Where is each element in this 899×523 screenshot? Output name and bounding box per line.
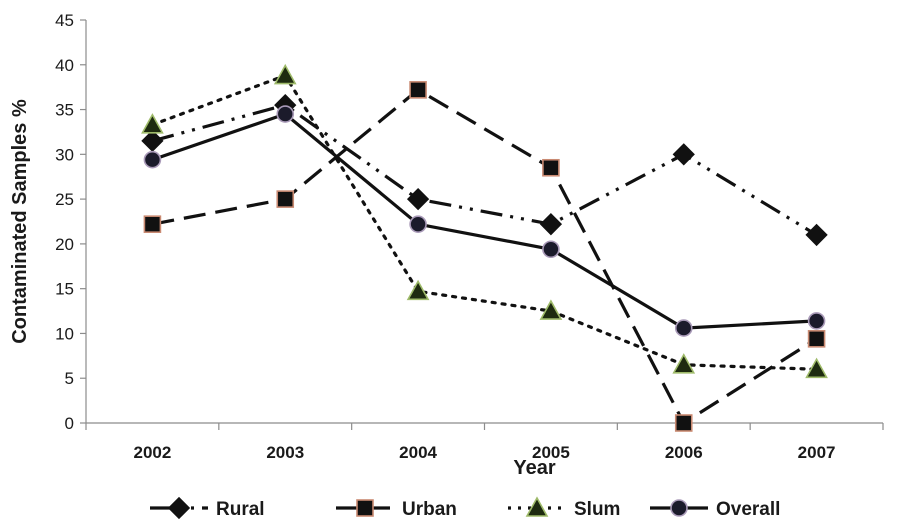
- data-point-urban: [542, 158, 560, 177]
- series-lines: [150, 73, 819, 426]
- legend-item-urban: Urban: [336, 499, 457, 520]
- x-tick-label: 2004: [399, 443, 437, 462]
- data-point-rural: [141, 129, 164, 153]
- data-point-overall: [143, 150, 162, 169]
- legend-marker-urban: [356, 499, 374, 517]
- x-tick-label: 2007: [798, 443, 836, 462]
- data-point-rural: [672, 143, 695, 166]
- legend: Rural Urban Slum Overall: [150, 496, 780, 520]
- data-point-overall: [542, 240, 560, 259]
- x-tick-label: 2005: [532, 443, 570, 462]
- legend-label-overall: Overall: [716, 499, 780, 520]
- y-tick-label: 15: [55, 280, 74, 299]
- y-tick-label: 35: [55, 101, 74, 120]
- data-point-slum: [805, 357, 828, 379]
- legend-item-overall: Overall: [650, 499, 780, 520]
- data-point-urban: [674, 414, 693, 432]
- data-point-slum: [672, 353, 696, 374]
- x-tick-label: 2003: [266, 443, 304, 462]
- y-tick-label: 45: [55, 11, 74, 30]
- y-tick-label: 25: [55, 190, 74, 209]
- y-axis-ticks: 0 5 10 15 20 25 30 35 40 45: [55, 11, 86, 433]
- legend-label-rural: Rural: [216, 499, 265, 520]
- x-tick-label: 2006: [665, 443, 703, 462]
- data-point-slum: [406, 279, 430, 301]
- y-tick-label: 0: [65, 414, 74, 433]
- legend-marker-overall: [670, 499, 688, 517]
- data-point-urban: [143, 215, 162, 233]
- legend-item-slum: Slum: [508, 496, 620, 520]
- data-point-overall: [276, 105, 295, 123]
- data-point-urban: [807, 330, 826, 348]
- y-tick-label: 40: [55, 56, 74, 75]
- series-line-rural: [152, 103, 818, 237]
- axes: [85, 20, 883, 424]
- data-point-urban: [409, 81, 427, 99]
- series-line-overall: [151, 112, 817, 330]
- data-point-overall: [674, 319, 693, 337]
- legend-marker-slum: [525, 496, 549, 517]
- data-point-slum: [539, 299, 563, 320]
- x-axis-ticks: 2002 2003 2004 2005 2006 2007: [85, 423, 884, 462]
- y-tick-label: 20: [55, 235, 74, 254]
- y-tick-label: 30: [55, 145, 74, 164]
- data-point-rural: [539, 213, 563, 236]
- data-point-slum: [273, 63, 297, 85]
- legend-marker-rural: [167, 496, 191, 520]
- legend-item-rural: Rural: [150, 496, 265, 520]
- series-line-urban: [152, 87, 818, 426]
- data-point-rural: [406, 187, 430, 211]
- data-point-rural: [805, 223, 828, 247]
- data-point-slum: [141, 113, 164, 134]
- x-axis-title: Year: [513, 457, 555, 479]
- series-markers: [141, 63, 828, 432]
- legend-label-urban: Urban: [402, 499, 457, 520]
- y-tick-label: 10: [55, 324, 74, 343]
- data-point-urban: [276, 190, 295, 208]
- series-line-slum: [150, 73, 819, 371]
- legend-label-slum: Slum: [574, 499, 620, 520]
- y-tick-label: 5: [65, 369, 74, 388]
- data-point-overall: [807, 312, 826, 330]
- data-point-overall: [409, 215, 427, 233]
- y-axis-title: Contaminated Samples %: [9, 99, 31, 344]
- x-tick-label: 2002: [134, 443, 172, 462]
